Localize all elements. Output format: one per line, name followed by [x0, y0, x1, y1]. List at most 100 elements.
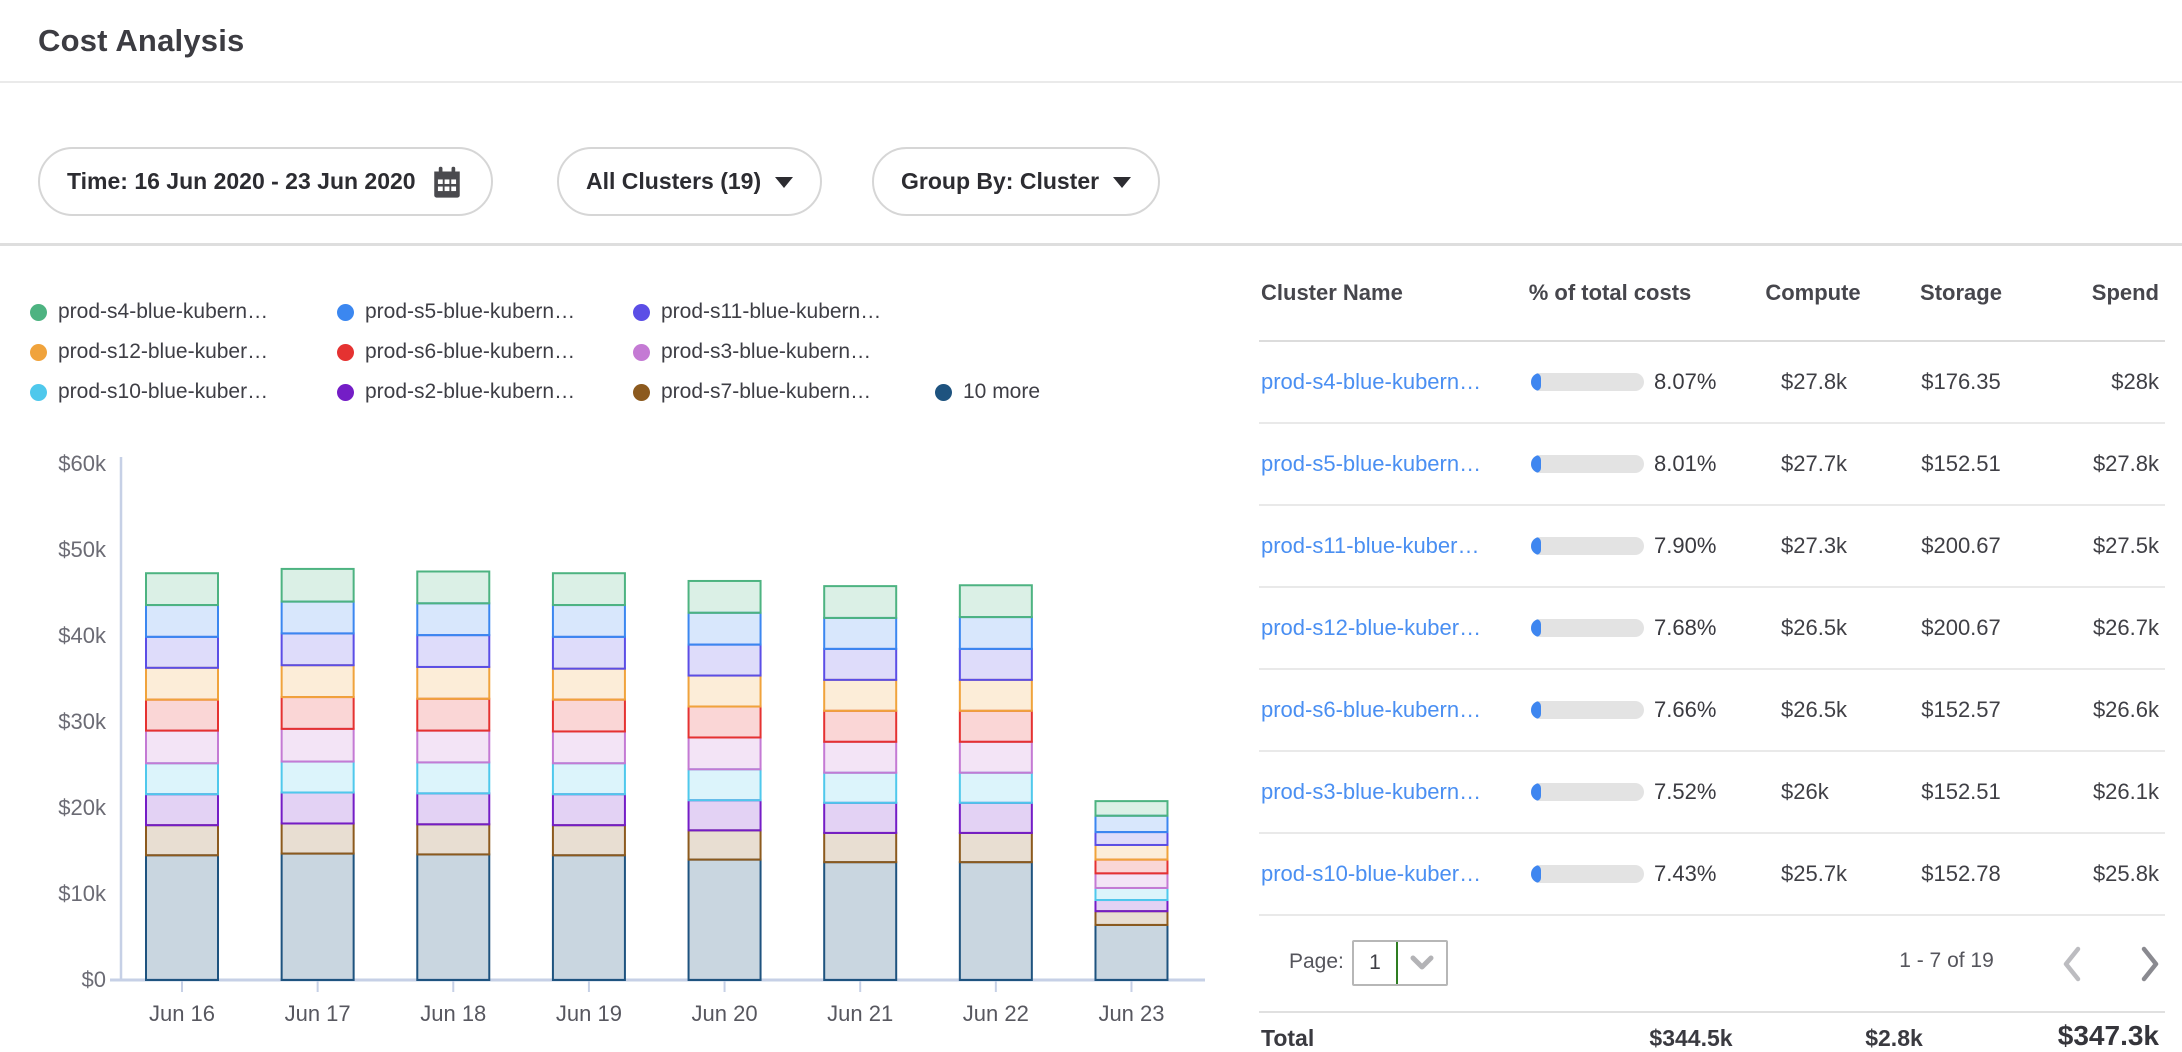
cluster-name-link[interactable]: prod-s3-blue-kubern… — [1261, 779, 1482, 804]
bar-segment — [551, 667, 626, 701]
pct-progress-bar — [1531, 537, 1644, 555]
group-by-dropdown[interactable]: Group By: Cluster — [872, 147, 1161, 216]
legend-dot-icon — [935, 383, 952, 401]
table-row: prod-s5-blue-kubern… 8.01% $27.7k $152.51 $2… — [1259, 424, 2165, 506]
cluster-name-link[interactable]: prod-s12-blue-kuber… — [1261, 615, 1482, 640]
bar-segment — [416, 602, 491, 637]
legend-row: prod-s12-blue-kuber… prod-s6-blue-kubern…… — [30, 340, 1040, 364]
legend-dot-icon — [337, 383, 354, 401]
bar-segment — [145, 604, 219, 638]
legend-label: prod-s3-blue-kubern… — [661, 340, 872, 363]
x-axis-tick-label: Jun 19 — [556, 1001, 622, 1026]
cluster-name-link[interactable]: prod-s4-blue-kubern… — [1261, 369, 1482, 394]
y-axis-tick-label: $10k — [58, 881, 107, 906]
legend-item[interactable]: prod-s10-blue-kuber… — [30, 380, 337, 404]
cluster-name-link[interactable]: prod-s6-blue-kubern… — [1261, 697, 1482, 722]
bar-segment — [1094, 899, 1169, 913]
pct-value: 7.68% — [1654, 615, 1717, 640]
cluster-name-link[interactable]: prod-s10-blue-kuber… — [1261, 861, 1482, 886]
clusters-filter-dropdown[interactable]: All Clusters (19) — [557, 147, 823, 216]
legend-item[interactable]: prod-s7-blue-kubern… — [633, 380, 935, 404]
bar-segment — [958, 647, 1033, 681]
bar-segment — [145, 762, 219, 796]
pct-progress-fill — [1531, 783, 1542, 801]
spend-value: $27.8k — [2092, 451, 2159, 476]
bar-segment — [1094, 886, 1169, 902]
totals-storage-value: $2.8k — [1865, 1025, 1923, 1051]
legend-label: prod-s6-blue-kubern… — [365, 340, 576, 363]
bar-segment — [687, 674, 762, 708]
legend-label: prod-s10-blue-kuber… — [58, 380, 269, 403]
pagination-bar: Page: 1 1 - 7 of 19 — [1259, 916, 2165, 1013]
y-axis-tick-label: $0 — [82, 967, 106, 992]
bar-segment — [551, 824, 626, 857]
storage-value: $152.78 — [1921, 861, 2001, 886]
legend-label: 10 more — [963, 380, 1041, 403]
chevron-down-icon — [775, 177, 794, 188]
bar-segment — [958, 861, 1033, 981]
pct-progress-bar — [1531, 865, 1644, 883]
pct-progress-fill — [1531, 373, 1542, 391]
bar-segment — [1094, 872, 1169, 889]
legend-dot-icon — [633, 383, 650, 401]
pct-of-total-cell: 7.68% — [1531, 615, 1716, 641]
cluster-name-link[interactable]: prod-s11-blue-kuber… — [1261, 533, 1480, 558]
y-axis-tick-label: $60k — [58, 451, 107, 476]
table-row: prod-s11-blue-kuber… 7.90% $27.3k $200.67 $2… — [1259, 506, 2165, 588]
bar-segment — [551, 854, 626, 981]
legend-item[interactable]: prod-s2-blue-kubern… — [337, 380, 633, 404]
cluster-name-link[interactable]: prod-s5-blue-kubern… — [1261, 451, 1482, 476]
bar-segment — [823, 585, 898, 619]
y-axis-tick-label: $50k — [58, 537, 107, 562]
bar-segment — [551, 730, 626, 765]
pct-progress-bar — [1531, 455, 1644, 473]
spend-value: $28k — [2111, 369, 2159, 394]
previous-page-icon[interactable] — [2059, 943, 2085, 990]
pagination-range: 1 - 7 of 19 — [1899, 949, 1994, 972]
spend-value: $27.5k — [2092, 533, 2159, 558]
bar-segment — [687, 799, 762, 832]
legend-row: prod-s10-blue-kuber… prod-s2-blue-kubern…… — [30, 380, 1040, 404]
bar-segment — [551, 698, 626, 733]
y-axis-tick-label: $40k — [58, 623, 107, 648]
bar-segment — [280, 822, 355, 855]
bar-segment — [958, 740, 1033, 774]
spend-value: $25.8k — [2092, 861, 2159, 886]
bar-segment — [687, 579, 762, 614]
legend-label: prod-s5-blue-kubern… — [365, 300, 576, 323]
legend-item[interactable]: prod-s12-blue-kuber… — [30, 340, 337, 364]
page-select[interactable]: 1 — [1352, 940, 1448, 986]
bar-segment — [958, 771, 1033, 804]
y-axis-tick-label: $20k — [58, 795, 107, 820]
pct-progress-bar — [1531, 783, 1644, 801]
pct-value: 8.07% — [1654, 369, 1717, 394]
legend-item[interactable]: prod-s4-blue-kubern… — [30, 300, 337, 324]
storage-value: $176.35 — [1921, 369, 2001, 394]
legend-item[interactable]: prod-s3-blue-kubern… — [633, 340, 935, 364]
totals-spend-value: $347.3k — [2057, 1020, 2159, 1051]
bar-segment — [416, 761, 491, 795]
legend-item[interactable]: prod-s6-blue-kubern… — [337, 340, 633, 364]
legend-item[interactable]: prod-s5-blue-kubern… — [337, 300, 633, 324]
compute-value: $27.7k — [1781, 451, 1848, 476]
legend-item[interactable]: prod-s11-blue-kubern… — [633, 300, 935, 324]
bar-segment — [145, 824, 219, 857]
bar-segment — [958, 678, 1033, 712]
table-row: prod-s3-blue-kubern… 7.52% $26k $152.51 $26.… — [1259, 752, 2165, 834]
bar-segment — [1094, 814, 1169, 834]
time-range-filter[interactable]: Time: 16 Jun 2020 - 23 Jun 2020 — [38, 147, 493, 216]
bar-segment — [823, 861, 898, 981]
next-page-icon[interactable] — [2137, 943, 2163, 990]
legend-dot-icon — [337, 343, 354, 361]
storage-value: $152.51 — [1921, 779, 2001, 804]
time-range-label: Time: 16 Jun 2020 - 23 Jun 2020 — [67, 168, 416, 194]
x-axis-tick-label: Jun 20 — [692, 1001, 758, 1026]
bar-segment — [280, 760, 355, 794]
totals-compute-value: $344.5k — [1649, 1025, 1733, 1051]
bar-segment — [958, 616, 1033, 650]
table-row: prod-s10-blue-kuber… 7.43% $25.7k $152.78 $2… — [1259, 834, 2165, 916]
bar-segment — [958, 831, 1033, 864]
bar-segment — [551, 793, 626, 827]
bar-segment — [823, 709, 898, 743]
legend-item[interactable]: 10 more — [935, 380, 1040, 404]
